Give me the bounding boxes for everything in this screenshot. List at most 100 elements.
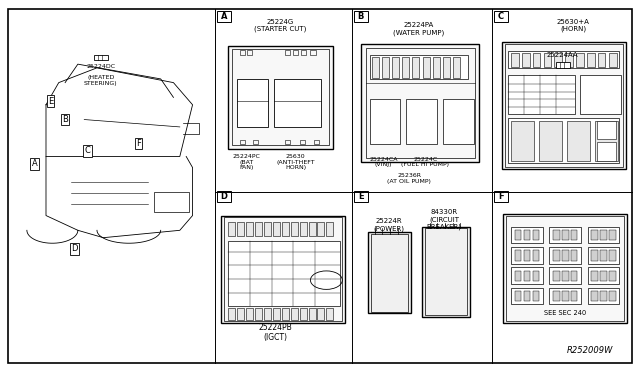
Bar	[300, 308, 307, 320]
Bar	[524, 250, 531, 260]
Bar	[412, 57, 419, 78]
Bar	[255, 222, 262, 236]
Bar	[392, 57, 399, 78]
Bar	[506, 215, 624, 321]
Bar	[511, 53, 519, 67]
Bar	[600, 270, 607, 281]
Text: 25224R
(POWER): 25224R (POWER)	[373, 218, 404, 231]
Bar	[402, 57, 409, 78]
Bar	[553, 291, 559, 301]
Text: A: A	[31, 159, 37, 169]
Bar	[368, 232, 411, 313]
Bar	[370, 55, 468, 79]
Bar	[549, 288, 581, 304]
Bar	[556, 62, 570, 68]
Text: (HEATED
STEERING): (HEATED STEERING)	[84, 75, 118, 86]
Bar	[300, 222, 307, 236]
Bar	[406, 99, 436, 144]
Bar	[533, 53, 540, 67]
Text: C: C	[84, 147, 90, 155]
Bar	[326, 308, 333, 320]
Text: 25630
(ANTI-THEFT
HORN): 25630 (ANTI-THEFT HORN)	[276, 154, 315, 170]
Bar	[285, 140, 290, 144]
Bar	[264, 222, 271, 236]
Text: 25224C
(FUEL HI PUMP): 25224C (FUEL HI PUMP)	[401, 157, 449, 167]
Bar	[237, 79, 268, 127]
Bar	[571, 270, 577, 281]
Bar	[553, 250, 559, 260]
Bar	[443, 99, 474, 144]
Bar	[591, 230, 598, 240]
Bar	[241, 51, 246, 55]
Bar	[533, 270, 540, 281]
Bar	[588, 267, 620, 284]
Bar	[362, 44, 479, 162]
Bar	[591, 291, 598, 301]
Bar	[246, 51, 252, 55]
Bar	[567, 121, 590, 161]
Bar	[508, 75, 575, 114]
Text: SEE SEC 240: SEE SEC 240	[544, 310, 586, 316]
Bar	[600, 230, 607, 240]
Bar	[422, 57, 429, 78]
Bar	[371, 234, 408, 311]
Bar	[225, 217, 342, 321]
Bar	[382, 57, 389, 78]
Bar	[228, 241, 340, 306]
Bar	[562, 291, 568, 301]
Bar	[571, 250, 577, 260]
Text: 25224G
(STARTER CUT): 25224G (STARTER CUT)	[254, 19, 307, 32]
Bar	[511, 247, 543, 263]
Bar	[549, 267, 581, 284]
Bar	[372, 57, 380, 78]
Bar	[511, 227, 543, 243]
Bar	[524, 291, 531, 301]
Text: E: E	[358, 192, 364, 201]
Text: C: C	[498, 12, 504, 21]
Bar	[293, 51, 298, 55]
Bar	[453, 57, 460, 78]
Bar	[433, 57, 440, 78]
Bar	[597, 142, 616, 161]
Bar	[310, 51, 316, 55]
Bar	[273, 222, 280, 236]
Bar	[609, 53, 617, 67]
Bar	[494, 12, 508, 22]
Bar	[562, 250, 568, 260]
Bar	[553, 230, 559, 240]
Bar	[370, 99, 400, 144]
Bar	[511, 267, 543, 284]
Bar	[282, 308, 289, 320]
Bar	[588, 247, 620, 263]
Bar	[533, 230, 540, 240]
Bar	[515, 270, 522, 281]
Bar	[228, 46, 333, 149]
Bar	[237, 308, 244, 320]
Bar	[246, 308, 253, 320]
Bar	[494, 191, 508, 202]
Bar	[588, 227, 620, 243]
Bar	[562, 270, 568, 281]
Bar	[314, 140, 319, 144]
Bar	[354, 12, 368, 22]
Text: 25630+A
(HORN): 25630+A (HORN)	[557, 19, 589, 32]
Bar	[154, 192, 189, 212]
Bar	[241, 140, 246, 144]
Bar	[597, 121, 616, 139]
Text: 25224DC: 25224DC	[86, 64, 115, 69]
Bar	[540, 121, 562, 161]
Bar	[228, 222, 236, 236]
Bar	[228, 308, 236, 320]
Bar	[253, 140, 258, 144]
Bar	[511, 121, 534, 161]
Text: D: D	[72, 244, 78, 253]
Bar	[317, 222, 324, 236]
Bar	[609, 230, 616, 240]
Bar	[598, 53, 605, 67]
Bar	[217, 12, 231, 22]
Bar	[300, 140, 305, 144]
Bar	[232, 49, 329, 145]
Text: 25224PA
(WATER PUMP): 25224PA (WATER PUMP)	[393, 22, 444, 36]
Bar	[588, 288, 620, 304]
Bar	[255, 308, 262, 320]
